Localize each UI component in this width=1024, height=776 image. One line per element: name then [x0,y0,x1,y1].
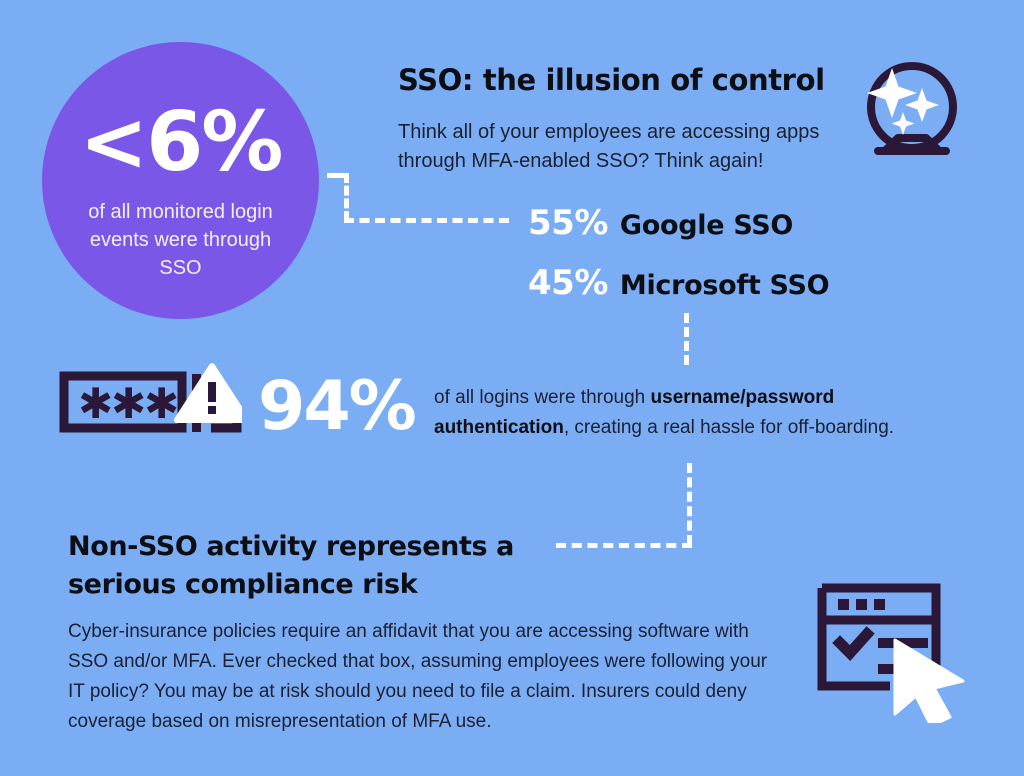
logins-percent: 94% [258,367,417,446]
compliance-body: Cyber-insurance policies require an affi… [68,621,768,732]
connector-1-segment-b [344,173,349,221]
sso-stat-circle: <6% of all monitored login events were t… [42,42,319,319]
checklist-cursor-icon [812,578,982,728]
logins-description: of all logins were through username/pass… [434,383,964,443]
provider-label: Google SSO [619,210,794,241]
connector-3-segment-a [687,463,692,545]
connector-3-segment-b [556,543,692,548]
sso-stat-value: <6% [79,95,284,190]
provider-row: 45% Microsoft SSO [528,263,830,303]
password-warning-icon: ✱ ✱ ✱ [56,362,250,446]
sso-stat-caption: of all monitored login events were throu… [88,201,273,279]
page-intro: Think all of your employees are accessin… [398,121,820,172]
compliance-heading: Non-SSO activity represents a serious co… [68,531,514,600]
provider-percent: 45% [528,263,608,303]
crystal-ball-icon [852,55,972,175]
svg-text:✱: ✱ [111,379,146,428]
logins-text-bold: username/password authentication [434,387,835,438]
svg-text:✱: ✱ [144,379,179,428]
connector-2-segment-a [684,313,689,365]
connector-1-segment-c [344,218,509,223]
provider-percent: 55% [528,203,608,243]
provider-row: 55% Google SSO [528,203,793,243]
logins-text-before: of all logins were through [434,387,651,408]
svg-text:✱: ✱ [78,379,113,428]
logins-text-after: , creating a real hassle for off-boardin… [563,417,895,438]
provider-label: Microsoft SSO [619,270,830,301]
page-title: SSO: the illusion of control [398,63,825,97]
connector-1-segment-a [327,173,347,178]
